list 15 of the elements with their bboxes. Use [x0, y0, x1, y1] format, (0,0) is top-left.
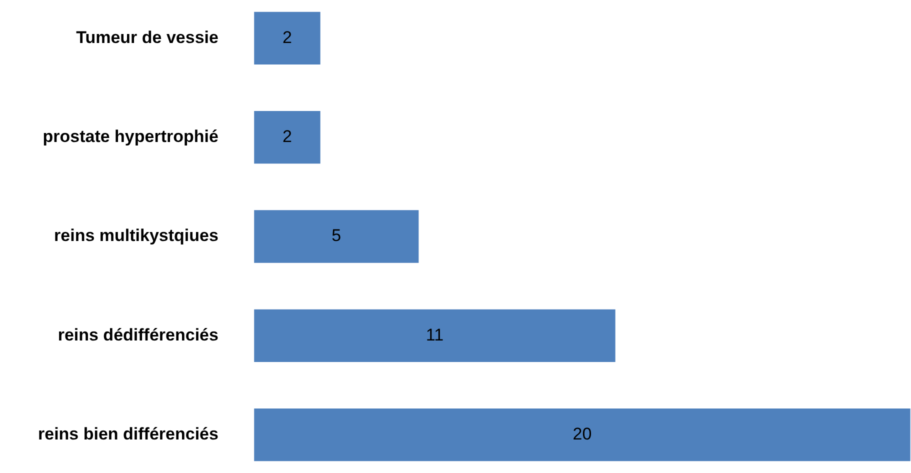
bar	[254, 210, 419, 263]
data-label: 2	[282, 28, 292, 47]
y-tick-label: Tumeur de vessie	[76, 28, 218, 47]
bar	[254, 111, 320, 164]
y-tick-label: prostate hypertrophié	[42, 127, 218, 146]
y-tick-label: reins bien différenciés	[38, 424, 218, 444]
y-tick-label: reins multikystqiues	[54, 226, 218, 246]
bar	[254, 309, 616, 362]
bar	[254, 408, 910, 462]
bar	[254, 12, 320, 65]
data-label: 11	[426, 325, 444, 344]
data-label: 20	[572, 424, 592, 444]
data-label: 5	[332, 226, 342, 246]
y-tick-label: reins dédifférenciés	[58, 325, 218, 344]
data-label: 2	[282, 127, 292, 146]
